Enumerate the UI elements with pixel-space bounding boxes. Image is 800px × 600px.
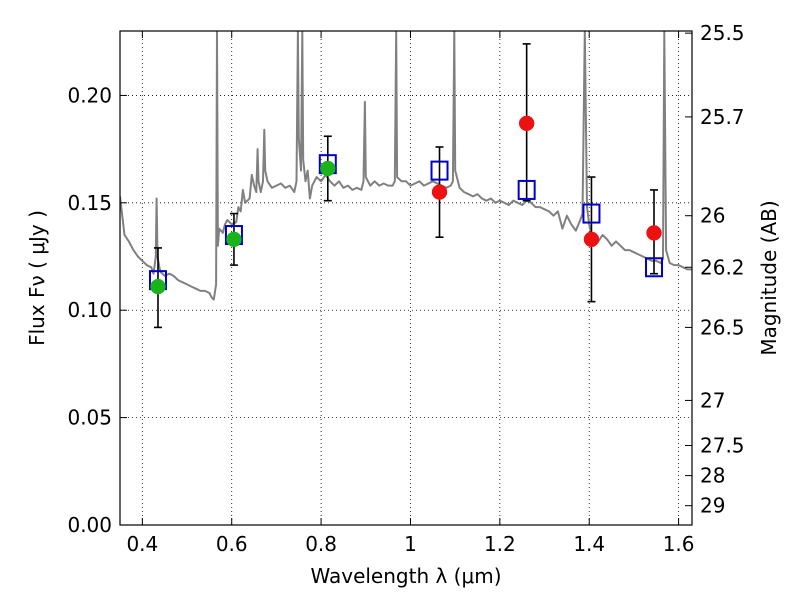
model-point-square	[430, 160, 449, 181]
mag-tick-label: 28	[700, 464, 725, 488]
model-point-square	[517, 179, 536, 200]
y-tick-label: 0.20	[67, 83, 112, 107]
data-point-circle	[583, 231, 600, 248]
y-tick-label: 0.00	[67, 513, 112, 537]
y-axis-label: Flux Fν ( μJy )	[25, 210, 49, 346]
x-tick-label: 0.8	[305, 532, 337, 556]
mag-tick-label: 26.2	[700, 255, 745, 279]
plot-area	[120, 31, 692, 329]
mag-tick-label: 27.5	[700, 434, 745, 458]
x-axis-label: Wavelength λ (μm)	[310, 564, 501, 588]
spectrum-line	[120, 31, 692, 301]
mag-tick-label: 29	[700, 494, 725, 518]
data-point-circle	[320, 160, 336, 177]
model-point-square	[645, 257, 664, 278]
x-tick-label: 1.4	[573, 532, 605, 556]
x-tick-label: 1	[404, 532, 417, 556]
x-tick-label: 0.6	[216, 532, 248, 556]
data-point-circle	[518, 115, 535, 132]
x-tick-label: 1.2	[484, 532, 516, 556]
y-tick-label: 0.10	[67, 298, 112, 322]
mag-tick-label: 25.7	[700, 105, 745, 129]
data-point-circle	[646, 225, 662, 241]
x-tick-label: 0.4	[126, 532, 158, 556]
y-tick-label: 0.15	[67, 191, 112, 215]
y-tick-label: 0.05	[67, 406, 112, 430]
mag-tick-label: 27	[700, 388, 725, 412]
mag-tick-label: 26.5	[700, 315, 745, 339]
data-point-circle	[226, 231, 242, 248]
data-point-circle	[150, 278, 166, 295]
data-point-circle	[431, 184, 448, 200]
x-tick-label: 1.6	[663, 532, 695, 556]
mag-tick-label: 25.5	[700, 21, 745, 45]
model-point-square	[582, 203, 601, 224]
y-right-axis-label: Magnitude (AB)	[757, 200, 781, 355]
mag-tick-label: 26	[700, 204, 725, 228]
plot-frame	[119, 30, 693, 526]
axis-ticks: 0.4 0.6 0.8 1 1.2 1.4 1.6 0.00 0.05 0.10 0.15 0.20 2…	[67, 21, 744, 556]
